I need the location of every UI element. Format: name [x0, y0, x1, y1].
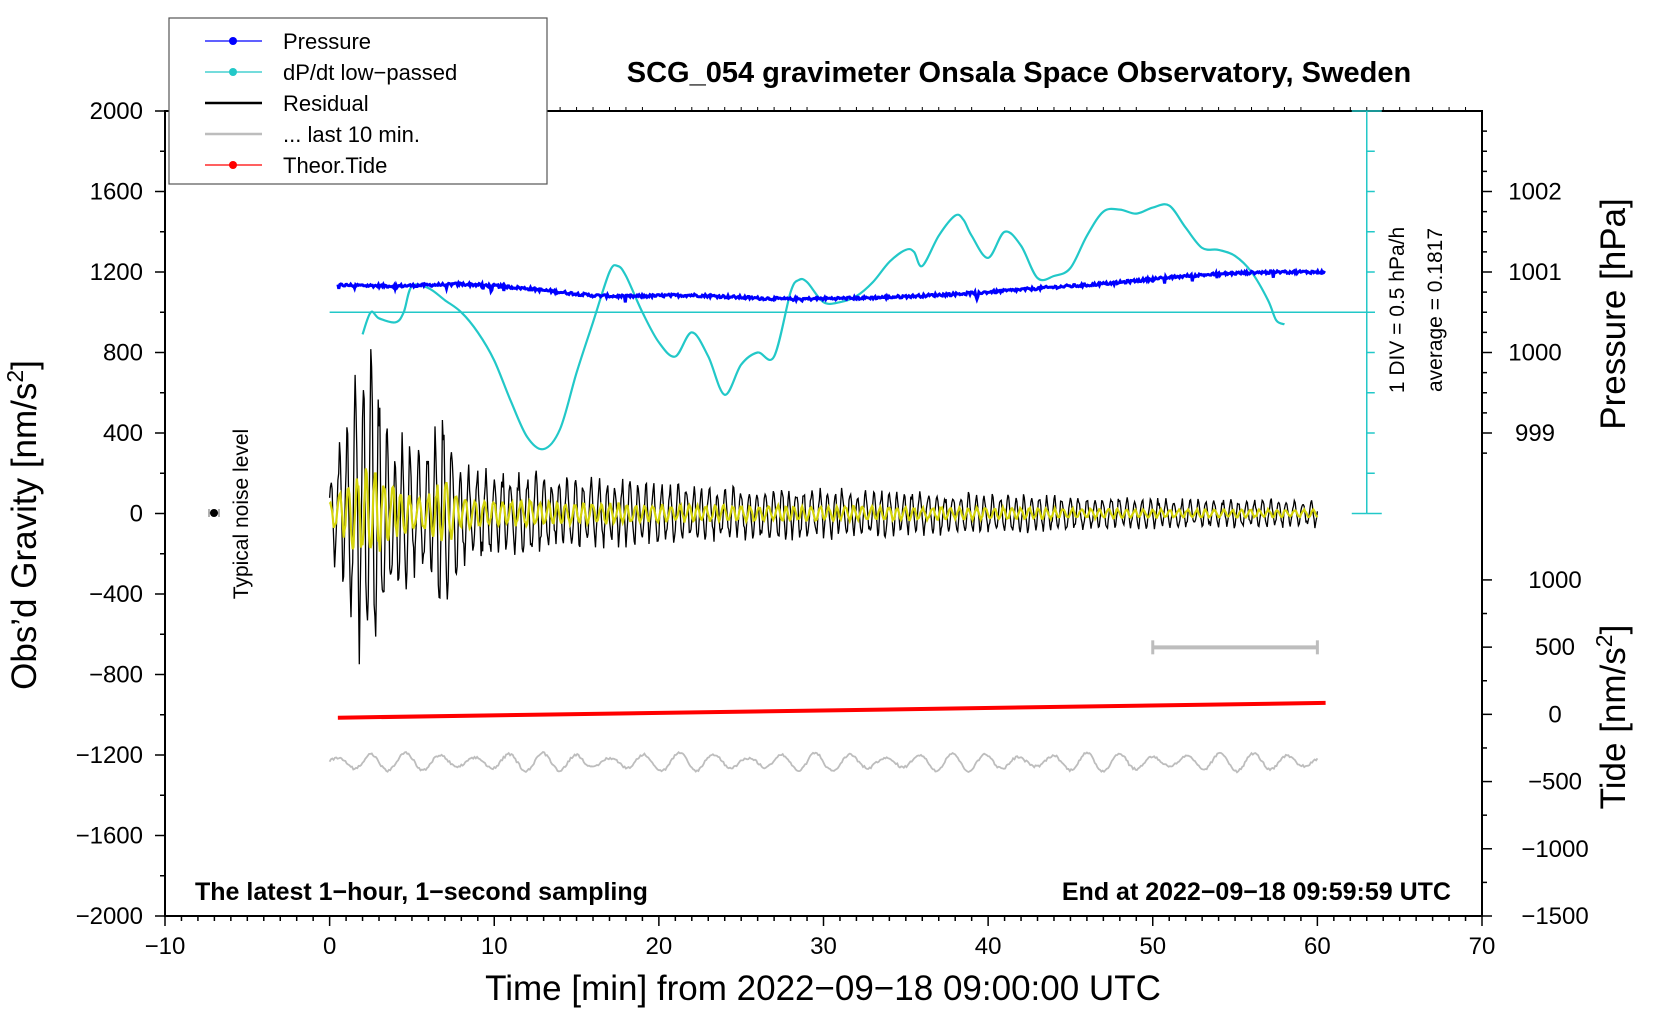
y-tick-label: −1600 [76, 823, 143, 850]
average-label: average = 0.1817 [1424, 228, 1447, 392]
x-tick-label: 10 [481, 933, 508, 960]
chart-title: SCG_054 gravimeter Onsala Space Observat… [627, 57, 1411, 89]
pressure-tick-labels: 1002 1001 1000 999 [1508, 179, 1561, 448]
pressure-tick-label: 1002 [1508, 179, 1561, 206]
x-tick-label: 70 [1469, 933, 1496, 960]
tide-tick-label: 500 [1535, 634, 1575, 661]
tide-tick-label: 0 [1548, 701, 1561, 728]
y-tick-label: 1600 [90, 179, 143, 206]
noise-label: Typical noise level [230, 429, 253, 599]
y-tick-label: −400 [89, 581, 143, 608]
x-tick-label: −10 [145, 933, 186, 960]
y-tick-label: 0 [130, 501, 143, 528]
x-tick-label: 40 [975, 933, 1002, 960]
bottom-right-note: End at 2022−09−18 09:59:59 UTC [1062, 878, 1451, 906]
dpdt-series-line [361, 203, 1285, 451]
residual-smoothed-line [328, 468, 1319, 552]
x-tick-label: 20 [646, 933, 673, 960]
legend-label: Theor.Tide [283, 153, 387, 178]
y-axis-label-gravity: Obs’d Gravity [nm/s2] [2, 360, 44, 690]
tide-tick-label: −1000 [1521, 836, 1588, 863]
tide-tick-label: 1000 [1528, 567, 1581, 594]
y-axis-label-tide: Tide [nm/s2] [1591, 625, 1633, 810]
last10-series-line [328, 750, 1319, 774]
noise-dot [210, 509, 218, 517]
y-tick-label: 800 [103, 340, 143, 367]
y-tick-label: 2000 [90, 98, 143, 125]
y-tick-label: −800 [89, 662, 143, 689]
legend-box [168, 17, 548, 185]
x-tick-label: 30 [810, 933, 837, 960]
x-tick-label: 60 [1304, 933, 1331, 960]
tide-tick-label: −1500 [1521, 903, 1588, 930]
pressure-tick-label: 1000 [1508, 340, 1561, 367]
x-tick-labels: −10 0 10 20 30 40 50 60 70 [145, 933, 1496, 960]
x-tick-label: 0 [323, 933, 336, 960]
dpdt-scale-bar [1351, 110, 1382, 515]
pressure-tick-label: 999 [1515, 420, 1555, 447]
pressure-tick-label: 1001 [1508, 259, 1561, 286]
legend-label: Pressure [283, 29, 371, 54]
bottom-left-note: The latest 1−hour, 1−second sampling [195, 878, 648, 906]
y-tick-label: 400 [103, 420, 143, 447]
y-tick-label: 1200 [90, 259, 143, 286]
tide-tick-labels: 1000 500 0 −500 −1000 −1500 [1521, 567, 1588, 930]
legend-swatch-marker [229, 161, 237, 169]
x-tick-label: 50 [1139, 933, 1166, 960]
y-tick-label: −2000 [76, 903, 143, 930]
div-label: 1 DIV = 0.5 hPa/h [1386, 227, 1409, 393]
legend: Pressure dP/dt low−passed Residual ... last… [168, 17, 548, 185]
y-tick-labels: 2000 1600 1200 800 400 0 −400 −800 −1200 −1600 −20… [76, 98, 143, 930]
pressure-series-line [336, 267, 1326, 305]
legend-swatch-marker [229, 37, 237, 45]
legend-label: ... last 10 min. [283, 122, 420, 147]
tide-series-line [337, 700, 1326, 720]
series-layer [328, 203, 1375, 774]
y-axis-label-pressure: Pressure [hPa] [1594, 198, 1633, 430]
y-tick-label: −1200 [76, 742, 143, 769]
tide-tick-label: −500 [1528, 769, 1582, 796]
legend-label: Residual [283, 91, 369, 116]
residual-series-line [328, 349, 1319, 665]
legend-label: dP/dt low−passed [283, 60, 457, 85]
legend-swatch-marker [229, 68, 237, 76]
noise-level-marker [208, 509, 220, 517]
x-axis-label: Time [min] from 2022−09−18 09:00:00 UTC [485, 969, 1161, 1008]
